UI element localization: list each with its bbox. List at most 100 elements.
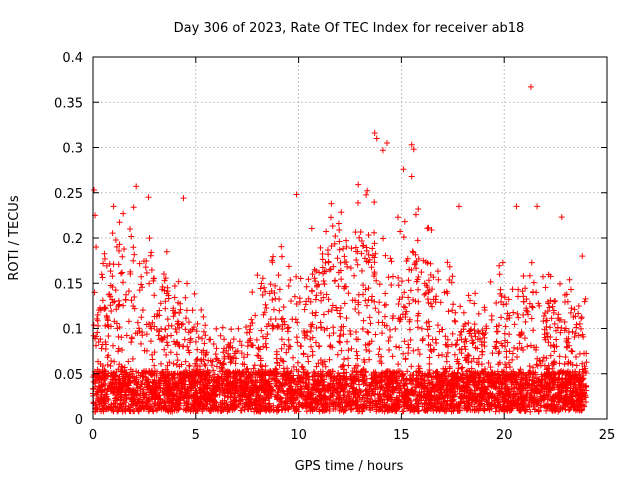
data-point bbox=[309, 288, 316, 295]
data-point bbox=[548, 315, 555, 322]
data-point bbox=[175, 278, 182, 285]
data-point bbox=[435, 352, 442, 359]
data-point bbox=[515, 286, 522, 293]
data-point bbox=[322, 363, 329, 370]
data-point bbox=[323, 268, 330, 275]
data-point bbox=[262, 288, 269, 295]
data-point bbox=[424, 296, 431, 303]
data-point bbox=[210, 406, 217, 413]
data-point bbox=[174, 339, 181, 346]
data-point bbox=[203, 349, 210, 356]
data-point bbox=[352, 306, 359, 313]
data-point bbox=[530, 380, 537, 387]
data-point bbox=[134, 319, 141, 326]
data-point bbox=[371, 199, 378, 206]
data-point bbox=[212, 393, 219, 400]
data-point bbox=[285, 324, 292, 331]
data-point bbox=[344, 338, 351, 345]
data-point bbox=[582, 368, 589, 375]
data-point bbox=[337, 339, 344, 346]
data-point bbox=[444, 380, 451, 387]
data-point bbox=[405, 277, 412, 284]
data-point bbox=[489, 400, 496, 407]
data-point bbox=[116, 247, 123, 254]
data-point bbox=[320, 378, 327, 385]
data-point bbox=[468, 365, 475, 372]
data-point bbox=[500, 391, 507, 398]
data-point bbox=[162, 305, 169, 312]
data-point bbox=[458, 365, 465, 372]
data-point bbox=[449, 273, 456, 280]
data-point bbox=[104, 317, 111, 324]
data-point bbox=[561, 327, 568, 334]
data-point bbox=[465, 292, 472, 299]
data-point bbox=[498, 368, 505, 375]
data-point bbox=[354, 248, 361, 255]
data-point bbox=[435, 276, 442, 283]
data-point bbox=[349, 297, 356, 304]
data-point bbox=[392, 326, 399, 333]
data-point bbox=[267, 281, 274, 288]
data-point bbox=[415, 400, 422, 407]
data-point bbox=[311, 275, 318, 282]
data-point bbox=[101, 255, 108, 262]
data-point bbox=[170, 360, 177, 367]
data-point bbox=[262, 400, 269, 407]
data-point bbox=[465, 381, 472, 388]
data-point bbox=[298, 393, 305, 400]
data-point bbox=[359, 378, 366, 385]
data-point bbox=[290, 403, 297, 410]
data-point bbox=[556, 375, 563, 382]
data-point bbox=[430, 407, 437, 414]
data-point bbox=[476, 397, 483, 404]
data-point bbox=[511, 384, 518, 391]
data-point bbox=[457, 332, 464, 339]
data-point bbox=[547, 352, 554, 359]
data-point bbox=[226, 343, 233, 350]
data-point bbox=[366, 340, 373, 347]
data-point bbox=[583, 387, 590, 394]
data-point bbox=[156, 377, 163, 384]
data-point bbox=[533, 361, 540, 368]
data-point bbox=[272, 282, 279, 289]
data-point bbox=[538, 371, 545, 378]
data-point bbox=[243, 329, 250, 336]
data-point bbox=[427, 300, 434, 307]
data-point bbox=[515, 314, 522, 321]
data-point bbox=[536, 302, 543, 309]
data-point bbox=[227, 359, 234, 366]
data-point bbox=[137, 372, 144, 379]
data-point bbox=[309, 348, 316, 355]
data-point bbox=[338, 276, 345, 283]
data-point bbox=[405, 341, 412, 348]
data-point bbox=[200, 368, 207, 375]
data-point bbox=[336, 246, 343, 253]
data-point bbox=[356, 234, 363, 241]
data-point bbox=[304, 329, 311, 336]
data-point bbox=[228, 403, 235, 410]
data-point bbox=[246, 329, 253, 336]
data-point bbox=[313, 363, 320, 370]
data-point bbox=[522, 285, 529, 292]
data-point bbox=[236, 338, 243, 345]
data-point bbox=[366, 356, 373, 363]
data-point bbox=[400, 303, 407, 310]
data-point bbox=[548, 370, 555, 377]
data-point bbox=[146, 382, 153, 389]
data-point bbox=[213, 325, 220, 332]
data-point bbox=[156, 307, 163, 314]
data-point bbox=[118, 404, 125, 411]
data-point bbox=[131, 394, 138, 401]
data-point bbox=[438, 385, 445, 392]
data-point bbox=[455, 381, 462, 388]
data-point bbox=[364, 187, 371, 194]
data-point bbox=[462, 320, 469, 327]
data-point bbox=[424, 225, 431, 232]
data-point bbox=[509, 356, 516, 363]
data-point bbox=[337, 327, 344, 334]
data-point bbox=[244, 343, 251, 350]
data-point bbox=[249, 289, 256, 296]
data-point bbox=[350, 398, 357, 405]
data-point bbox=[352, 362, 359, 369]
